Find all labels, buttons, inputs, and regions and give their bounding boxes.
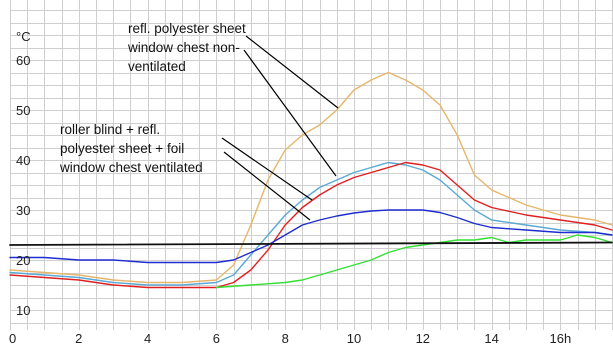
x-tick-label: 10 (347, 331, 361, 346)
leader-line (245, 35, 339, 109)
series-line-2 (9, 161, 613, 286)
x-tick-label: 8 (282, 331, 289, 346)
leader-line (223, 151, 311, 221)
x-tick-label: 14 (484, 331, 498, 346)
x-tick-label: 16h (550, 331, 572, 346)
annotation-leader-lines (221, 35, 339, 221)
y-tick-label: 60 (16, 53, 30, 68)
series-line-1 (9, 71, 613, 284)
x-tick-label: 4 (144, 331, 151, 346)
annotations: refl. polyester sheet window chest non-ve… (59, 21, 246, 175)
leader-line (221, 137, 313, 201)
x-tick-label: 6 (213, 331, 220, 346)
annotation-2-line-3: window chest ventilated (59, 160, 203, 175)
series-line-4 (9, 209, 613, 264)
y-tick-label: 30 (16, 203, 30, 218)
annotation-1-line-2: window chest non- (127, 40, 240, 55)
annotation-1-line-1: refl. polyester sheet (128, 21, 246, 36)
series-line-3 (9, 161, 613, 289)
x-tick-label: 12 (416, 331, 430, 346)
leader-line (243, 49, 337, 177)
y-tick-label: 50 (16, 103, 30, 118)
series-lines (9, 71, 613, 289)
annotation-1-line-3: ventilated (128, 59, 186, 74)
y-axis-unit-label: °C (16, 29, 31, 44)
y-tick-label: 20 (16, 253, 30, 268)
y-tick-label: 10 (16, 303, 30, 318)
series-line-6 (9, 241, 613, 246)
y-tick-label: 40 (16, 153, 30, 168)
annotation-2-line-2: polyester sheet + foil (60, 141, 184, 156)
x-tick-label: 0 (9, 331, 16, 346)
axis-tick-labels: 0 2 4 6 8 10 12 14 16h 10 20 30 40 50 60 °C (9, 29, 571, 346)
x-tick-label: 2 (75, 331, 82, 346)
annotation-2-line-1: roller blind + refl. (60, 122, 160, 137)
